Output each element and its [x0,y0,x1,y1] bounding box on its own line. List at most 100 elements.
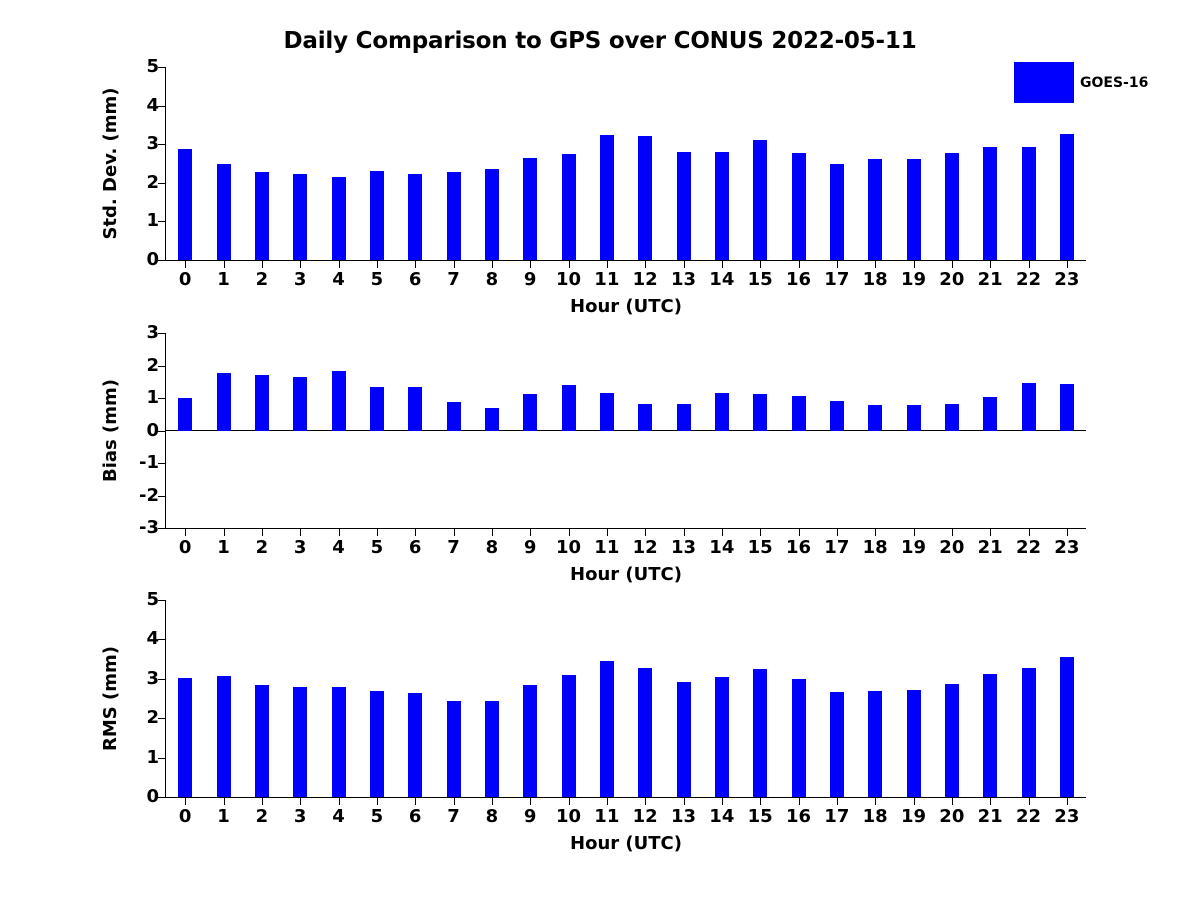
bar [293,687,308,797]
x-axis-tick-label: 8 [485,806,499,827]
x-axis-tick [223,528,225,536]
bar [331,686,346,797]
bar [714,392,729,431]
x-axis-tick-label: 0 [178,269,192,290]
bar [331,371,346,431]
plot-area: 0 1 2 3 4 5 0 1 2 3 4 5 6 7 8 9 10 11 12 13 14 15 16 17 18 19 20 21… [100,591,1086,854]
y-axis-tick-label: -2 [139,484,159,506]
x-axis-tick [875,528,877,536]
y-axis-tick-label: -1 [139,452,159,473]
y-axis-tick-label: 1 [146,746,159,768]
y-axis-tick [158,144,166,146]
bar [369,691,384,797]
x-axis-tick-label: 3 [293,806,307,827]
x-axis-tick-label: 16 [785,537,812,558]
chart-legend: GOES-16 [1014,62,1148,103]
x-axis-tick [645,528,647,536]
zero-line [166,429,1086,431]
bar [983,674,998,797]
bar [868,405,883,431]
legend-swatch-goes16 [1014,62,1074,103]
bar [484,408,499,431]
bar [446,700,461,797]
x-axis-tick-label: 18 [862,537,888,558]
bar [561,384,576,431]
x-axis-tick [798,528,800,536]
x-axis-tick-label: 10 [555,269,582,290]
y-axis-tick [158,67,166,68]
bar [523,393,538,431]
x-axis-tick [491,797,493,805]
bar [1059,384,1074,431]
x-axis-tick [300,797,302,805]
x-axis-tick-label: 5 [370,269,384,290]
bar [676,403,691,431]
x-axis-tick [760,528,762,536]
y-axis-tick [158,797,166,798]
bar [408,386,423,431]
bar [791,153,806,260]
x-axis-tick-label: 13 [670,537,697,558]
bar [983,396,998,431]
bar [369,170,384,260]
x-axis-tick [760,260,762,268]
bar [484,169,499,260]
x-axis-tick [760,797,762,805]
x-axis-label: Hour (UTC) [570,564,682,585]
x-axis-tick-label: 6 [408,537,422,558]
x-axis-tick [1028,528,1030,536]
x-axis-tick [338,797,340,805]
x-axis-tick-label: 2 [255,806,269,827]
bar [906,690,921,797]
bar [676,151,691,260]
bar [868,690,883,797]
y-axis-tick-label: 4 [146,94,159,116]
y-axis-tick [158,365,166,367]
x-axis-tick [376,528,378,536]
x-axis-tick [223,797,225,805]
x-axis-tick [415,260,417,268]
bar [178,148,193,260]
x-axis-tick-label: 13 [670,269,697,290]
bar [599,134,614,260]
x-axis-tick-label: 20 [939,537,965,558]
x-axis-tick [491,260,493,268]
x-axis-tick-label: 5 [370,806,384,827]
bar [446,401,461,431]
bar [676,681,691,797]
y-axis-tick [158,333,166,334]
x-axis-tick [261,260,263,268]
x-axis-tick-label: 8 [485,269,499,290]
x-axis-tick-label: 15 [747,806,773,827]
x-axis-tick [1066,260,1068,268]
x-axis-tick [836,528,838,536]
y-axis-tick-label: 2 [146,171,159,193]
x-axis-tick-label: 11 [594,269,620,290]
x-axis-tick [683,797,685,805]
x-axis-tick [875,797,877,805]
bar [1021,382,1036,431]
x-axis-tick [913,260,915,268]
bar [829,400,844,431]
bar [293,173,308,260]
x-axis-tick [376,797,378,805]
plot-area: -3 -2 -1 0 1 2 3 0 1 2 3 4 5 6 7 8 9 10 11 12 13 14 15 16 17 18 19… [100,324,1086,585]
bar [753,669,768,797]
x-axis-tick [300,260,302,268]
bar [331,177,346,260]
y-axis-tick [158,398,166,399]
x-axis-tick-label: 0 [178,806,192,827]
x-axis-tick [453,260,455,268]
bar [906,405,921,431]
bar [484,700,499,797]
y-axis-tick-label: 1 [146,387,159,408]
bar [944,684,959,797]
x-axis-tick [951,797,953,805]
x-axis-tick-label: 18 [862,806,888,827]
x-axis-tick [721,797,723,805]
bar [254,171,269,260]
x-axis-tick [568,528,570,536]
x-axis-tick-label: 14 [709,537,735,558]
bar [753,394,768,431]
